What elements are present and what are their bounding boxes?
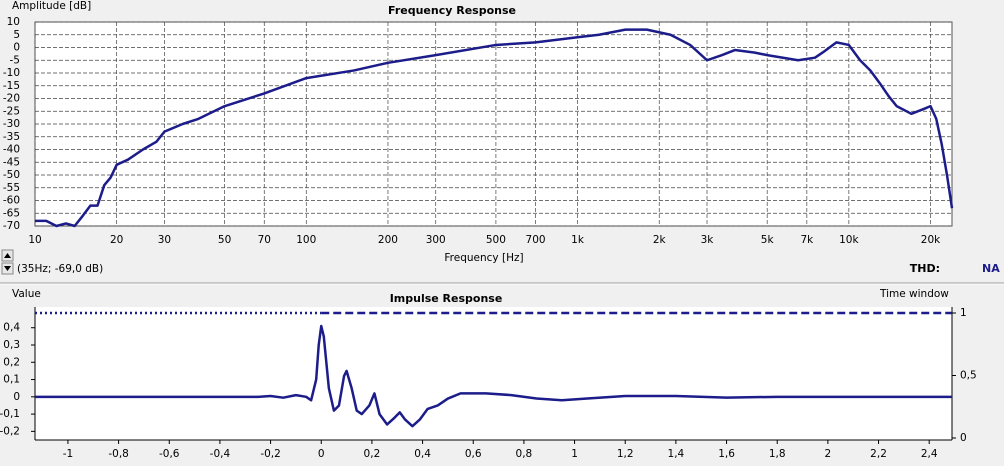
y-tick-label: 0,3 [3, 339, 20, 351]
x-tick-label: 10k [839, 234, 859, 246]
x-tick-label: 1,4 [668, 448, 685, 460]
x-tick-label: 1 [571, 448, 578, 460]
y-tick-label: 0 [13, 391, 20, 403]
x-tick-label: -1 [63, 448, 73, 460]
y2-tick-label: 1 [960, 307, 967, 319]
x-tick-label: 2,4 [921, 448, 938, 460]
x-tick-label: 0,6 [465, 448, 482, 460]
y-tick-label: -30 [3, 118, 20, 130]
up-arrow [4, 253, 11, 258]
x-tick-label: 1k [571, 234, 585, 246]
down-arrow [4, 266, 11, 271]
y-tick-label: -65 [3, 207, 20, 219]
x-tick-label: 10 [28, 234, 41, 246]
x-tick-label: -0,2 [260, 448, 281, 460]
x-tick-label: -0,4 [210, 448, 231, 460]
x-tick-label: 5k [761, 234, 775, 246]
y-tick-label: -5 [10, 54, 20, 66]
y-tick-label: -0,1 [0, 408, 20, 420]
y-tick-label: 0,4 [3, 322, 20, 334]
y2-tick-label: 0 [960, 432, 967, 444]
y-tick-label: -10 [3, 67, 20, 79]
thd-value: NA [982, 262, 1000, 275]
x-tick-label: 20 [110, 234, 123, 246]
x-tick-label: 50 [218, 234, 231, 246]
x-tick-label: 1,6 [718, 448, 735, 460]
x-tick-label: 30 [158, 234, 171, 246]
y-tick-label: -50 [3, 169, 20, 181]
y-tick-label: 0 [13, 42, 20, 54]
y-tick-label: -55 [3, 182, 20, 194]
x-tick-label: 7k [800, 234, 814, 246]
y-tick-label: -25 [3, 105, 20, 117]
chart-title: Frequency Response [388, 4, 516, 17]
x-tick-label: 2 [825, 448, 832, 460]
x-tick-label: 100 [296, 234, 316, 246]
y2-tick-label: 0,5 [960, 370, 977, 382]
impulse-chart: Impulse Response Value Time window 0,4 0,3 0,… [0, 288, 977, 460]
y-tick-label: 0,2 [3, 356, 20, 368]
y-tick-label: -40 [3, 144, 20, 156]
x-tick-label: 500 [486, 234, 506, 246]
y-tick-label: -60 [3, 195, 20, 207]
x-tick-label: 300 [426, 234, 446, 246]
x-tick-label: 2,2 [870, 448, 887, 460]
x-tick-label: 2k [653, 234, 667, 246]
x-tick-label: -0,8 [108, 448, 129, 460]
x-tick-label: 3k [701, 234, 715, 246]
series-line [35, 324, 952, 428]
y2-axis-label: Time window [879, 288, 949, 300]
x-tick-label: 0,4 [414, 448, 431, 460]
cursor-buttons[interactable] [1, 249, 14, 275]
plot-area [35, 307, 952, 440]
y-tick-label: 0,1 [3, 374, 20, 386]
x-tick-label: 700 [526, 234, 546, 246]
frequency-chart: Frequency Response Amplitude [dB] Frequenc… [3, 0, 954, 264]
y-tick-label: -45 [3, 156, 20, 168]
y-tick-label: 5 [13, 29, 20, 41]
y-tick-label: 10 [7, 16, 20, 28]
y-tick-label: -70 [3, 220, 20, 232]
x-tick-label: 0 [318, 448, 325, 460]
y-axis-label: Amplitude [dB] [12, 0, 91, 12]
x-tick-label: 0,8 [516, 448, 533, 460]
x-tick-label: -0,6 [159, 448, 180, 460]
chart-title: Impulse Response [390, 292, 503, 305]
cursor-readout: (35Hz; -69,0 dB) [17, 263, 103, 275]
x-tick-label: 1,2 [617, 448, 634, 460]
x-tick-label: 20k [921, 234, 941, 246]
y-tick-label: -20 [3, 93, 20, 105]
y-tick-label: -35 [3, 131, 20, 143]
y-axis-label: Value [12, 288, 41, 300]
x-tick-label: 200 [378, 234, 398, 246]
y-tick-label: -15 [3, 80, 20, 92]
thd-label: THD: [910, 262, 940, 275]
x-tick-label: 1,8 [769, 448, 786, 460]
series-line [35, 28, 954, 228]
x-axis-label: Frequency [Hz] [444, 252, 523, 264]
x-tick-label: 0,2 [364, 448, 381, 460]
y-tick-label: -0,2 [0, 425, 20, 437]
x-tick-label: 70 [258, 234, 271, 246]
